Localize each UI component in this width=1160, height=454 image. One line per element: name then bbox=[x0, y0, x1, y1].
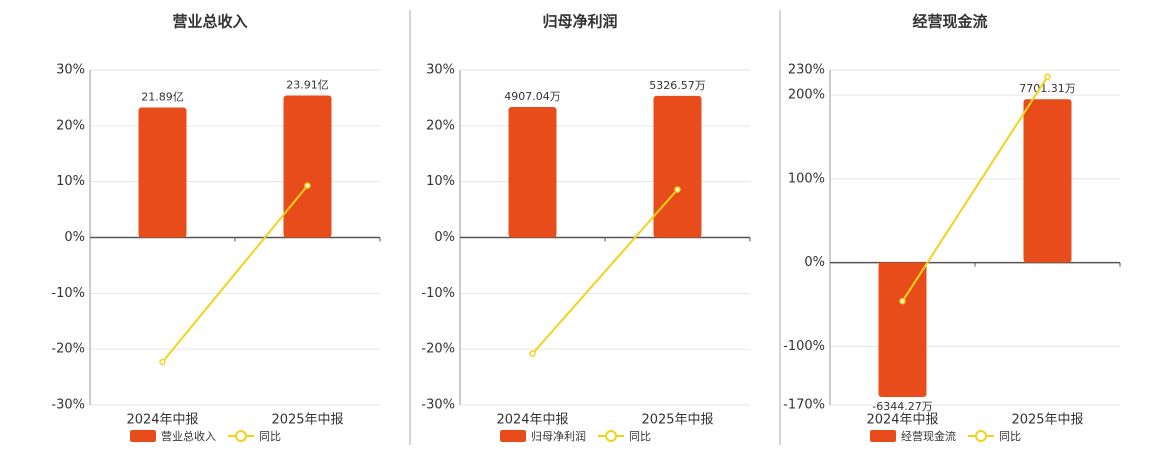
line bbox=[161, 184, 309, 363]
bar bbox=[508, 107, 557, 238]
y-tick-label: 0% bbox=[804, 255, 825, 270]
legend-label: 营业总收入 bbox=[161, 429, 216, 443]
bar bbox=[283, 95, 332, 238]
y-tick-label: 10% bbox=[56, 174, 85, 189]
value-label: 7701.31万 bbox=[1019, 82, 1076, 95]
x-tick-label: 2025年中报 bbox=[641, 413, 713, 428]
y-tick-label: 0% bbox=[434, 230, 455, 245]
y-tick-label: 100% bbox=[788, 171, 825, 186]
legend-label: 同比 bbox=[259, 430, 281, 443]
line bbox=[531, 188, 679, 355]
y-tick-label: -170% bbox=[783, 398, 825, 413]
y-tick-label: -30% bbox=[421, 398, 455, 413]
point bbox=[674, 186, 681, 193]
y-tick-label: -10% bbox=[51, 286, 85, 301]
legend-swatch bbox=[605, 430, 617, 442]
x-tick-label: 2024年中报 bbox=[866, 413, 938, 428]
chart-title: 经营现金流 bbox=[912, 13, 987, 31]
legend-swatch bbox=[235, 430, 247, 442]
y-tick-label: 230% bbox=[788, 63, 825, 78]
bar bbox=[653, 95, 702, 238]
legend-swatch bbox=[870, 430, 896, 442]
legend-label: 经营现金流 bbox=[901, 429, 956, 443]
y-tick-label: 20% bbox=[426, 118, 455, 133]
bar bbox=[1023, 99, 1072, 263]
y-tick-label: -100% bbox=[783, 339, 825, 354]
x-tick-label: 2024年中报 bbox=[496, 413, 568, 428]
legend-swatch bbox=[975, 430, 987, 442]
y-tick-label: 20% bbox=[56, 118, 85, 133]
legend-swatch bbox=[130, 430, 156, 442]
point bbox=[304, 182, 311, 189]
value-label: 23.91亿 bbox=[286, 78, 329, 91]
bar bbox=[138, 107, 187, 238]
y-tick-label: 10% bbox=[426, 174, 455, 189]
x-tick-label: 2025年中报 bbox=[1011, 413, 1083, 428]
point bbox=[1044, 73, 1051, 80]
y-tick-label: 30% bbox=[56, 63, 85, 78]
point bbox=[899, 297, 906, 305]
legend-label: 同比 bbox=[999, 430, 1021, 443]
line bbox=[901, 76, 1049, 302]
chart-title: 归母净利润 bbox=[542, 13, 617, 31]
legend-label: 同比 bbox=[629, 430, 651, 443]
value-label: 21.89亿 bbox=[141, 90, 184, 103]
y-tick-label: -30% bbox=[51, 398, 85, 413]
chart-title: 营业总收入 bbox=[172, 13, 247, 31]
bar bbox=[878, 262, 927, 398]
value-label: 5326.57万 bbox=[649, 79, 706, 92]
y-tick-label: 30% bbox=[426, 63, 455, 78]
point bbox=[529, 350, 536, 357]
x-tick-label: 2024年中报 bbox=[126, 413, 198, 428]
point bbox=[159, 358, 166, 366]
legend-swatch bbox=[500, 430, 526, 442]
value-label: 4907.04万 bbox=[504, 90, 561, 103]
y-tick-label: -10% bbox=[421, 286, 455, 301]
y-tick-label: -20% bbox=[51, 342, 85, 357]
legend-label: 归母净利润 bbox=[531, 429, 586, 443]
value-label: -6344.27万 bbox=[872, 400, 932, 413]
y-tick-label: 200% bbox=[788, 88, 825, 103]
y-tick-label: 0% bbox=[64, 230, 85, 245]
y-tick-label: -20% bbox=[421, 342, 455, 357]
x-tick-label: 2025年中报 bbox=[271, 413, 343, 428]
